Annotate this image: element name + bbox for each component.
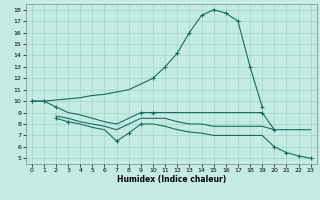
X-axis label: Humidex (Indice chaleur): Humidex (Indice chaleur) <box>116 175 226 184</box>
